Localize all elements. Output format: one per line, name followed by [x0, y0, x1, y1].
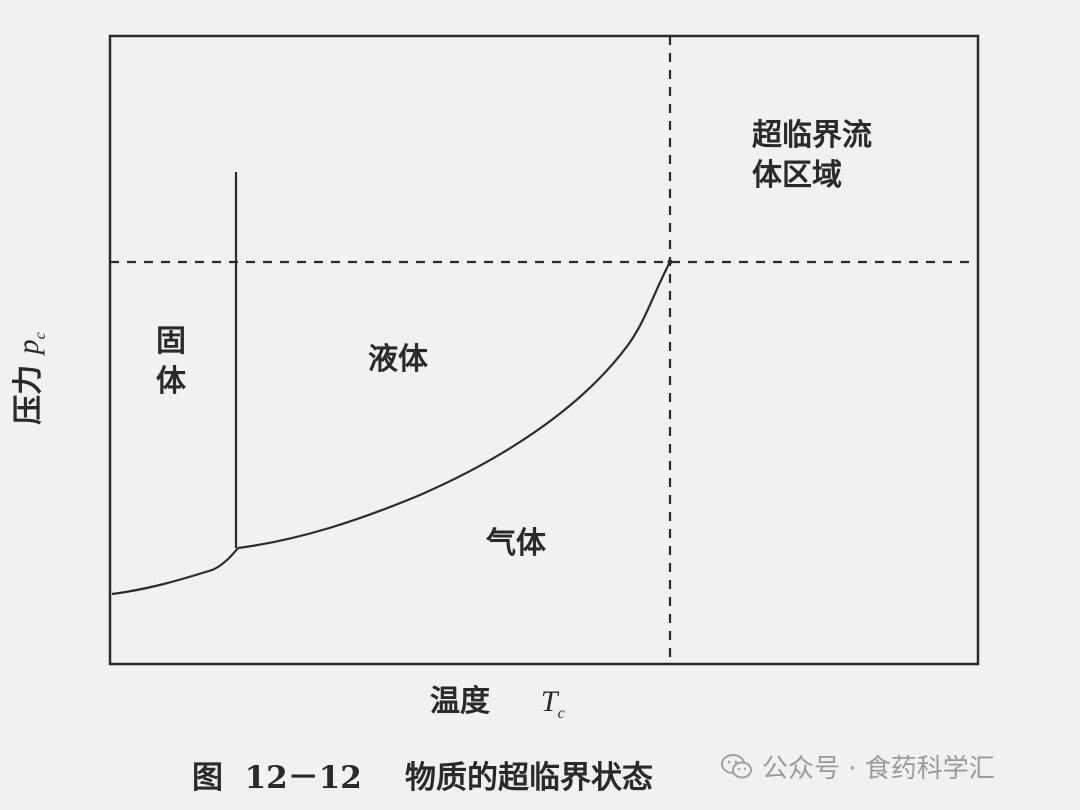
y-axis-label: 压力 pc: [3, 332, 50, 425]
x-axis-label: 温度 Tc: [430, 676, 565, 723]
vaporization-curve: [237, 261, 671, 550]
watermark: 公众号 · 食药科学汇: [720, 748, 995, 785]
y-axis-symbol: p: [11, 339, 45, 355]
plot-frame: [108, 34, 980, 666]
wechat-icon: [720, 750, 754, 784]
sublimation-curve: [111, 547, 239, 596]
x-axis-title: 温度: [430, 684, 490, 719]
gas-region-label: 气体: [486, 526, 546, 561]
supercritical-region-label: 超临界流 体区域: [752, 118, 872, 193]
figure-caption: 图 12－12 物质的超临界状态: [192, 760, 654, 796]
liquid-region-label: 液体: [368, 342, 428, 377]
critical-point: [667, 259, 673, 265]
x-axis-subscript: c: [557, 705, 565, 722]
y-axis-subscript: c: [31, 332, 49, 340]
y-axis-title: 压力: [10, 364, 46, 425]
watermark-text: 公众号 · 食药科学汇: [762, 754, 995, 784]
x-axis-symbol: T: [540, 685, 558, 718]
solid-region-label: 固 体: [156, 324, 186, 399]
